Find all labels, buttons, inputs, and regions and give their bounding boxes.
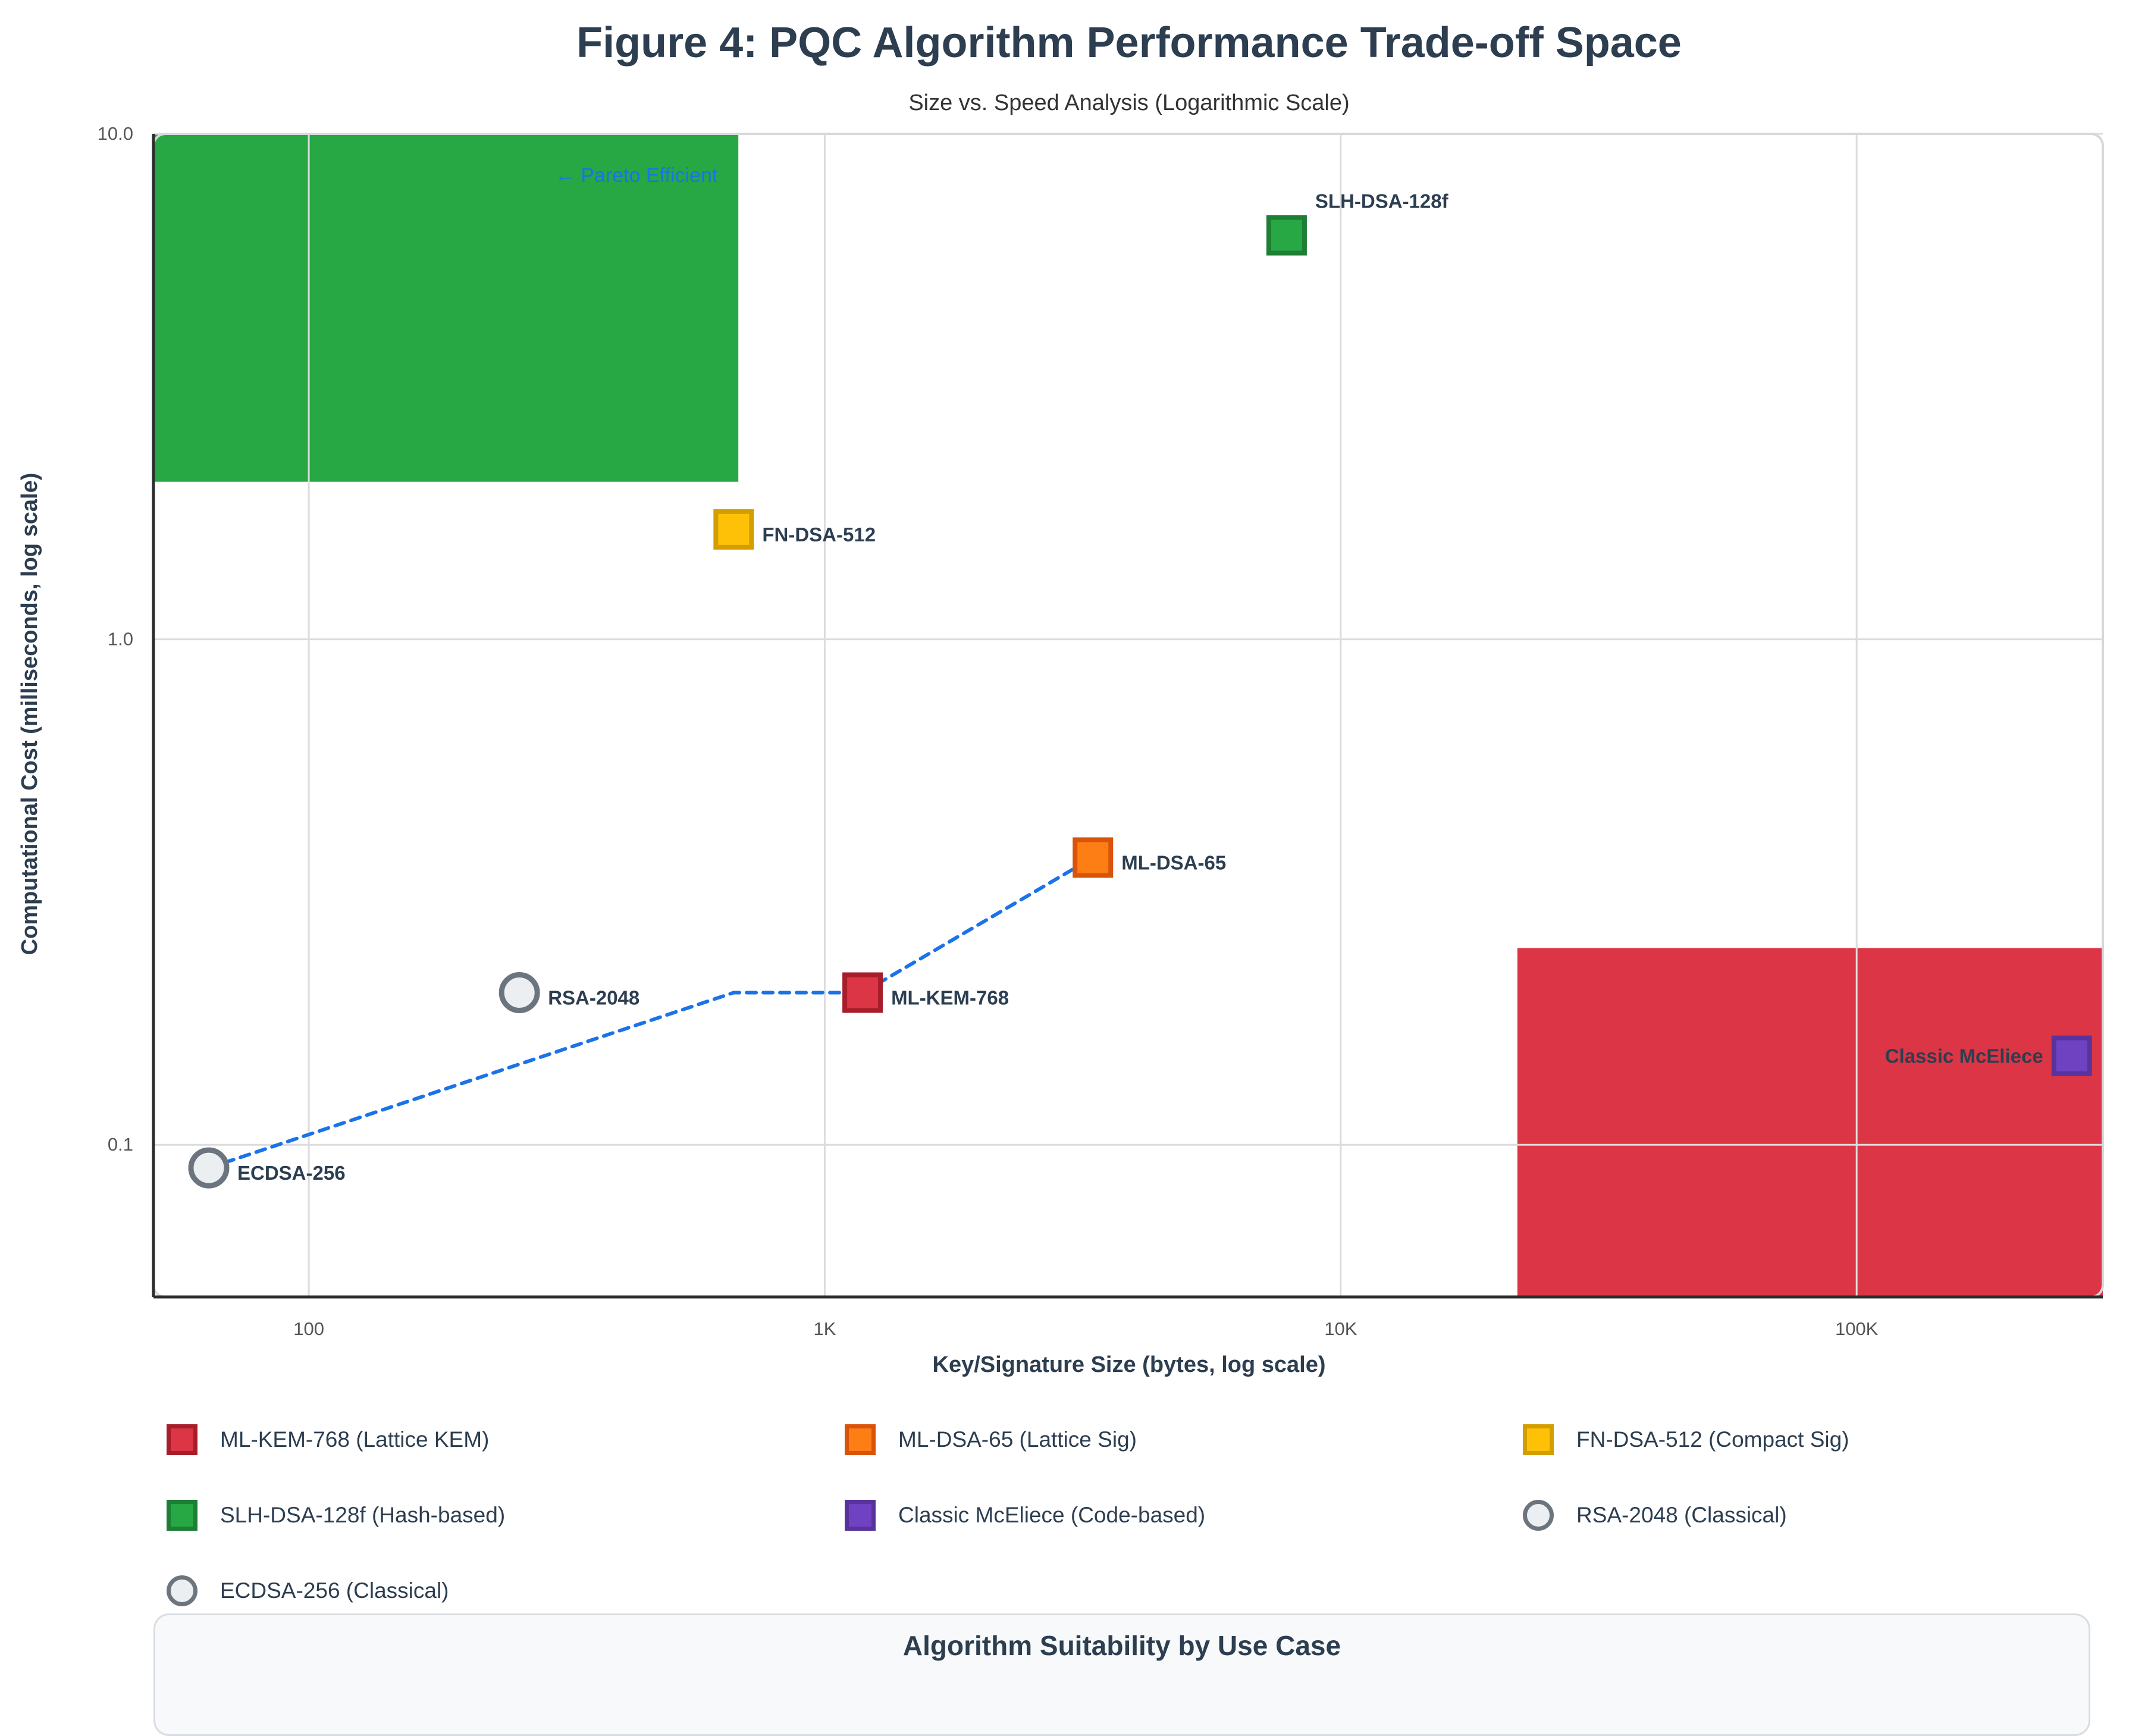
point-label-classic-mceliece: Classic McEliece <box>1885 1045 2043 1067</box>
point-slh-dsa-128f <box>1266 215 1307 256</box>
x-tick-label: 1K <box>813 1318 836 1339</box>
pareto-efficient-region <box>153 134 739 482</box>
plot-frame <box>152 133 2104 1299</box>
large-key-region <box>1517 948 2103 1297</box>
suitability-panel-title: Algorithm Suitability by Use Case <box>902 1630 1341 1661</box>
legend-label: FN-DSA-512 (Compact Sig) <box>1576 1427 1849 1452</box>
point-rsa-2048 <box>498 972 540 1013</box>
x-tick-label: 10K <box>1324 1318 1357 1339</box>
legend-item: ML-DSA-65 (Lattice Sig) <box>845 1416 1137 1464</box>
y-axis-title: Computational Cost (milliseconds, log sc… <box>17 473 42 955</box>
legend-square-icon <box>845 1424 876 1455</box>
legend-item: FN-DSA-512 (Compact Sig) <box>1523 1416 1849 1464</box>
legend-square-icon <box>1523 1424 1554 1455</box>
point-ml-dsa-65 <box>1073 837 1114 878</box>
plot-regions <box>153 134 2103 1297</box>
y-tick-label: 1.0 <box>108 629 133 650</box>
legend-label: ECDSA-256 (Classical) <box>220 1578 449 1603</box>
x-tick-label: 100K <box>1835 1318 1879 1339</box>
legend-label: Classic McEliece (Code-based) <box>898 1503 1206 1527</box>
x-axis-title: Key/Signature Size (bytes, log scale) <box>933 1352 1326 1377</box>
pareto-frontier <box>206 856 1095 1170</box>
point-label-ml-dsa-65: ML-DSA-65 <box>1121 851 1226 873</box>
point-label-rsa-2048: RSA-2048 <box>548 986 639 1008</box>
point-classic-mceliece <box>2051 1035 2092 1076</box>
legend-item: ML-KEM-768 (Lattice KEM) <box>167 1416 489 1464</box>
legend-circle-icon <box>167 1575 197 1606</box>
pareto-annotation: ← Pareto Efficient <box>555 164 718 187</box>
legend-circle-icon <box>1523 1500 1554 1531</box>
pareto-frontier-line <box>206 856 1095 1170</box>
point-fn-dsa-512 <box>713 509 754 550</box>
legend-label: RSA-2048 (Classical) <box>1576 1503 1787 1527</box>
suitability-panel: Algorithm Suitability by Use Case <box>153 1613 2090 1736</box>
legend-square-icon <box>167 1500 197 1531</box>
y-tick-label: 0.1 <box>108 1134 133 1155</box>
chart-subtitle: Size vs. Speed Analysis (Logarithmic Sca… <box>908 90 1349 115</box>
chart-canvas: Figure 4: PQC Algorithm Performance Trad… <box>17 19 2104 1377</box>
y-tick-label: 10.0 <box>98 123 133 144</box>
point-label-fn-dsa-512: FN-DSA-512 <box>762 524 876 546</box>
point-label-ecdsa-256: ECDSA-256 <box>237 1162 346 1184</box>
legend-item: SLH-DSA-128f (Hash-based) <box>167 1491 505 1539</box>
legend-label: ML-KEM-768 (Lattice KEM) <box>220 1427 490 1452</box>
legend-label: SLH-DSA-128f (Hash-based) <box>220 1503 506 1527</box>
axis-ticks: 100 1K 10K 100K 10.0 1.0 0.1 <box>98 123 1879 1339</box>
legend-item: RSA-2048 (Classical) <box>1523 1491 1787 1539</box>
point-label-slh-dsa-128f: SLH-DSA-128f <box>1315 190 1449 212</box>
legend-label: ML-DSA-65 (Lattice Sig) <box>898 1427 1137 1452</box>
point-ml-kem-768 <box>842 972 883 1013</box>
data-points: ML-KEM-768 ML-DSA-65 FN-DSA-512 SLH-DSA-128… <box>188 190 2092 1189</box>
plot-annotations: ← Pareto Efficient <box>555 164 718 187</box>
chart-title: Figure 4: PQC Algorithm Performance Trad… <box>576 19 1682 67</box>
point-label-ml-kem-768: ML-KEM-768 <box>891 986 1009 1008</box>
legend-square-icon <box>167 1424 197 1455</box>
legend-square-icon <box>845 1500 876 1531</box>
legend-item: Classic McEliece (Code-based) <box>845 1491 1205 1539</box>
legend-item: ECDSA-256 (Classical) <box>167 1567 449 1615</box>
x-tick-label: 100 <box>293 1318 324 1339</box>
point-ecdsa-256 <box>188 1147 230 1189</box>
